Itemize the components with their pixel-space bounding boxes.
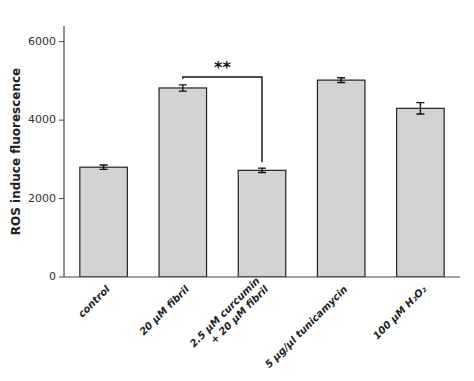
bar: [238, 170, 286, 277]
chart-container: 0 2000 4000 6000 control 20 μM fibril2.5 μM c…: [0, 0, 474, 381]
bar: [317, 80, 365, 277]
error-bar: [416, 103, 424, 114]
y-tick: [59, 198, 64, 199]
y-axis-label: ROS induce fluorescence: [9, 68, 23, 235]
chart-svg: 0 2000 4000 6000 control 20 μM fibril2.5 μM c…: [0, 0, 474, 381]
plot-area: [80, 78, 444, 277]
y-tick-label: 6000: [28, 35, 56, 48]
error-bar: [258, 168, 266, 172]
bar: [80, 167, 128, 277]
error-bar: [179, 85, 187, 91]
x-tick-label: 5 μg/μl tunicamycin: [263, 283, 350, 370]
y-tick-label: 2000: [28, 192, 56, 205]
error-bar: [100, 165, 108, 169]
bar: [397, 108, 445, 277]
x-tick-label: 20 μM fibril: [137, 283, 191, 337]
y-axis-line: [63, 26, 64, 277]
y-tick-label: 0: [49, 270, 56, 283]
significance-bracket: [183, 77, 262, 162]
y-tick: [59, 41, 64, 42]
x-tick-label: 100 μM H₂O₂: [371, 283, 429, 341]
error-bar: [337, 78, 345, 83]
y-tick-label: 4000: [28, 113, 56, 126]
x-axis-line: [64, 276, 460, 277]
significance-label: **: [214, 58, 231, 77]
x-tick-label: control: [76, 283, 112, 319]
y-tick: [59, 120, 64, 121]
x-tick-label: 2.5 μM curcumin+ 20 μM fibril: [188, 275, 271, 358]
y-tick: [59, 277, 64, 278]
bar: [159, 88, 207, 277]
